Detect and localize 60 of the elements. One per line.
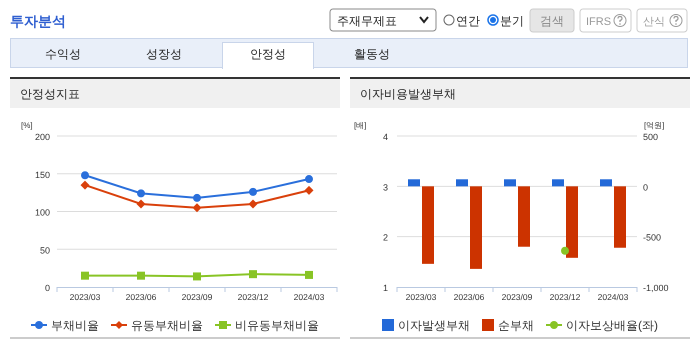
x-tick-label: 2023/09 xyxy=(502,292,533,302)
y-tick-label: 1 xyxy=(382,283,388,293)
text: 분기 xyxy=(500,14,524,28)
point xyxy=(81,171,89,180)
point xyxy=(193,194,201,202)
point xyxy=(192,203,202,212)
point xyxy=(248,199,258,208)
text: 안정성 xyxy=(250,47,286,61)
x-tick-label: 2023/06 xyxy=(454,292,485,302)
y-tick-label: 150 xyxy=(34,170,50,180)
point xyxy=(137,272,145,280)
legend-label: 유동부채비율 xyxy=(131,318,203,332)
text: 주재무제표 xyxy=(337,14,397,28)
text: IFRS xyxy=(586,16,612,28)
point xyxy=(137,189,145,198)
text: 연간 xyxy=(456,14,480,28)
point xyxy=(304,186,314,195)
legend-label: 이자보상배율(좌) xyxy=(566,318,658,332)
point xyxy=(136,199,146,208)
y-axis-title: [%] xyxy=(21,121,33,130)
point xyxy=(81,272,89,280)
point xyxy=(249,188,257,196)
y-axis-title: [배] xyxy=(354,121,366,130)
x-tick-label: 2023/06 xyxy=(126,292,157,302)
x-tick-label: 2023/12 xyxy=(550,292,581,302)
legend-label: 이자발생부채 xyxy=(398,318,470,332)
y2-axis-title: [억원] xyxy=(644,121,664,130)
y-tick-label: 3 xyxy=(382,182,388,192)
chart-title: 이자비용발생부채 xyxy=(360,87,456,101)
y-tick-label: 4 xyxy=(382,132,388,142)
text: 활동성 xyxy=(354,47,390,61)
chart-title: 안정성지표 xyxy=(20,87,80,101)
y-tick-label: 0 xyxy=(44,283,50,293)
point xyxy=(305,175,313,184)
y2-tick-label: 500 xyxy=(643,132,658,142)
x-tick-label: 2023/09 xyxy=(182,292,213,302)
x-tick-label: 2023/03 xyxy=(70,292,101,302)
text: 성장성 xyxy=(146,47,182,61)
point xyxy=(80,180,90,190)
point xyxy=(305,270,313,279)
y-tick-label: 2 xyxy=(382,232,388,243)
y2-tick-label: -500 xyxy=(643,232,662,243)
legend-label: 순부채 xyxy=(498,318,534,332)
text: 투자분석 xyxy=(10,13,66,29)
point xyxy=(193,272,201,280)
text: 수익성 xyxy=(45,47,81,61)
x-tick-label: 2024/03 xyxy=(294,292,325,302)
y-tick-label: 50 xyxy=(40,245,50,256)
legend-label: 비유동부채비율 xyxy=(235,318,319,332)
y2-tick-label: 0 xyxy=(643,182,648,192)
text: 검색 xyxy=(540,14,564,28)
point xyxy=(249,270,257,278)
y-tick-label: 200 xyxy=(34,132,50,142)
legend-label: 부채비율 xyxy=(51,318,99,332)
text: 산식 xyxy=(643,16,665,28)
x-tick-label: 2024/03 xyxy=(598,292,629,302)
x-tick-label: 2023/03 xyxy=(406,292,437,302)
x-tick-label: 2023/12 xyxy=(238,292,269,302)
y-tick-label: 100 xyxy=(34,208,50,218)
y2-tick-label: -1,000 xyxy=(643,283,669,293)
